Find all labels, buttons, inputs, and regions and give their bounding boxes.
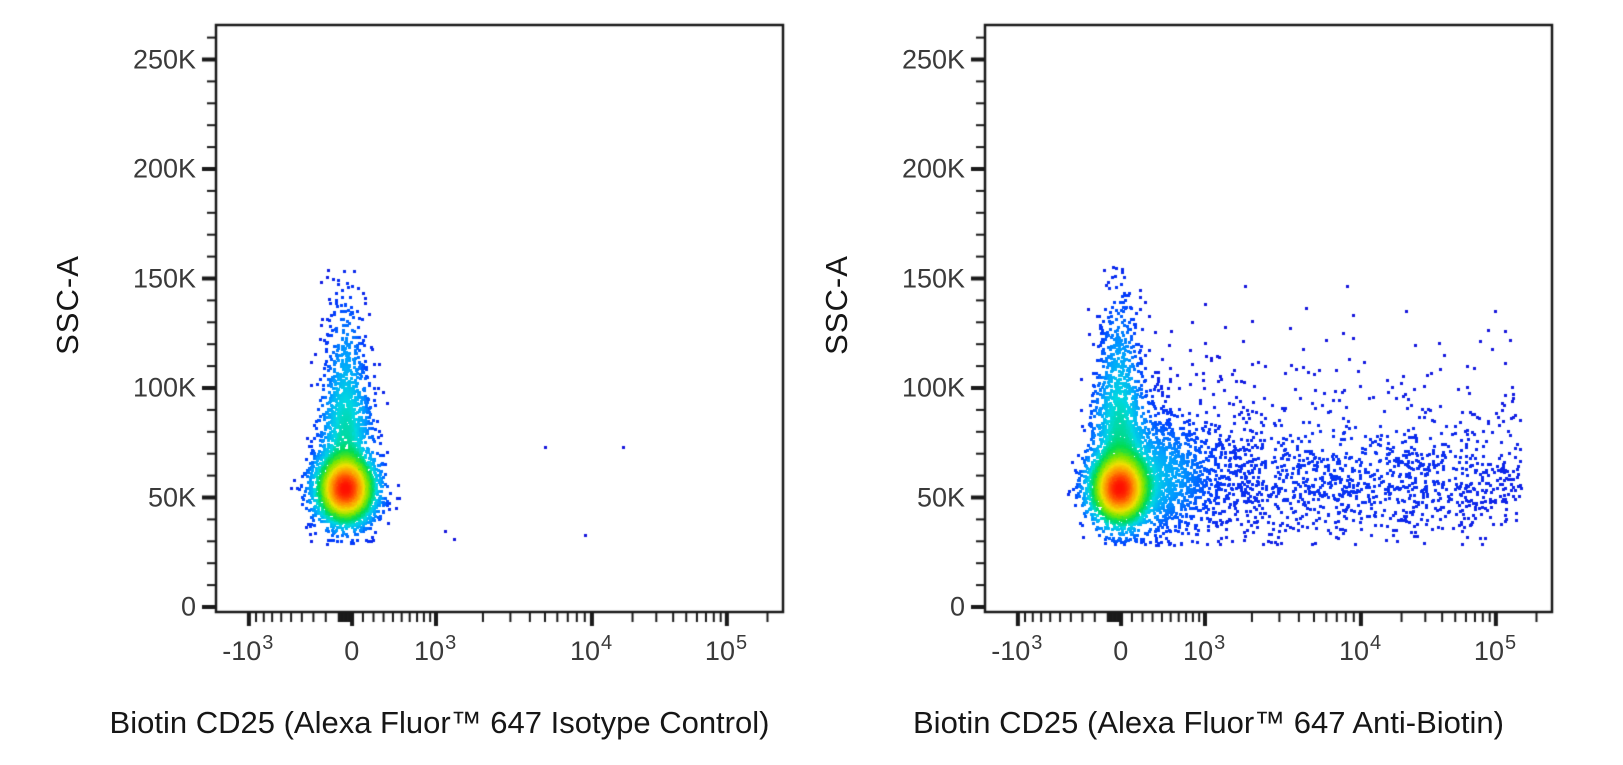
x-axis-caption: Biotin CD25 (Alexa Fluor™ 647 Isotype Co… <box>109 705 770 740</box>
x-tick-label: 0 <box>1113 636 1129 666</box>
y-tick-label: 150K <box>901 263 965 293</box>
y-tick-label: 100K <box>901 372 965 403</box>
x-tick-label: 103 <box>414 632 457 666</box>
y-tick-label: 0 <box>949 591 965 622</box>
x-axis-caption: Biotin CD25 (Alexa Fluor™ 647 Anti-Bioti… <box>913 705 1504 740</box>
y-tick-label: 200K <box>132 153 196 184</box>
x-tick-label: -103 <box>222 632 274 666</box>
y-tick-label: 250K <box>901 44 965 74</box>
y-tick-label: 0 <box>180 591 196 622</box>
y-tick-label: 100K <box>132 372 196 403</box>
x-tick-label: 103 <box>1183 632 1226 666</box>
x-tick-label: 104 <box>569 632 613 666</box>
x-tick-label: 0 <box>344 636 360 666</box>
x-tick-label: -103 <box>991 632 1043 666</box>
x-tick-label: 104 <box>1338 632 1382 666</box>
y-tick-label: 250K <box>132 44 196 74</box>
y-tick-label: 150K <box>132 263 196 293</box>
x-tick-label: 105 <box>704 632 748 666</box>
y-tick-label: 50K <box>916 482 965 512</box>
y-tick-label: 50K <box>147 482 196 512</box>
y-tick-label: 200K <box>901 153 965 184</box>
y-axis-title: SSC-A <box>819 255 854 355</box>
x-tick-label: 105 <box>1473 632 1517 666</box>
y-axis-title: SSC-A <box>50 255 85 355</box>
